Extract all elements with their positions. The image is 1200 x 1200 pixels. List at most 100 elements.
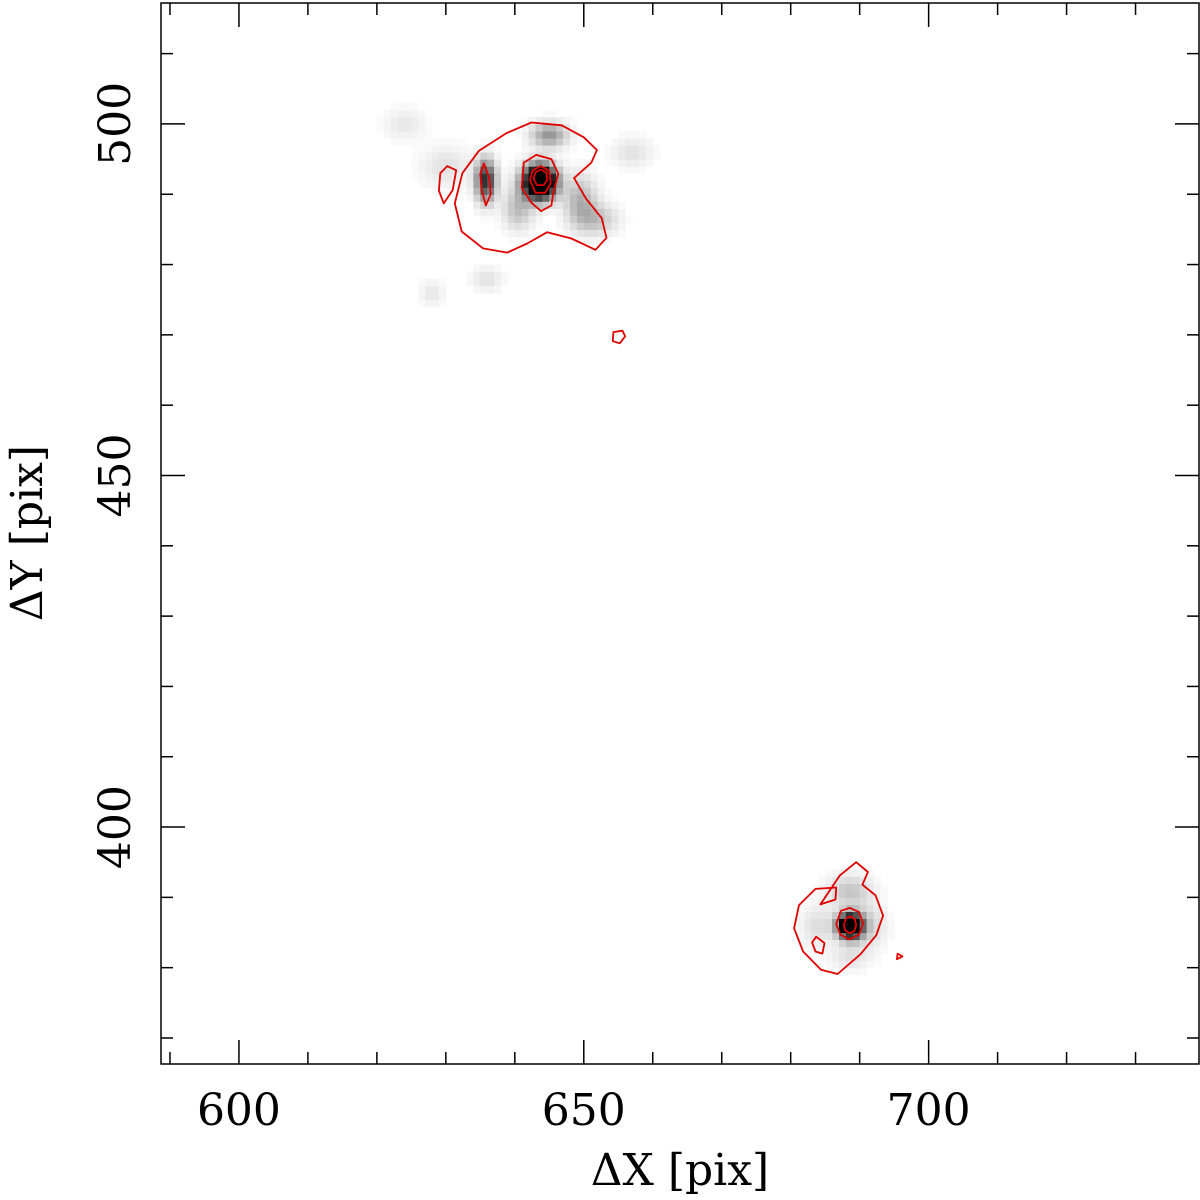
contour-islet [437,165,458,205]
intensity-pixel [507,194,516,202]
intensity-pixel [797,932,806,941]
intensity-pixel [452,159,461,167]
intensity-pixel [535,138,543,146]
intensity-pixel [873,883,881,891]
intensity-pixel [839,890,847,898]
intensity-pixel [873,953,881,962]
y-tick-label: 450 [90,434,141,518]
intensity-pixel [418,159,426,167]
intensity-pixel [845,911,854,919]
intensity-pixel [521,173,530,181]
intensity-pixel [507,159,516,167]
intensity-pixel [556,215,564,223]
intensity-pixel [507,229,516,237]
intensity-pixel [514,159,523,167]
intensity-pixel [825,890,833,898]
intensity-pixel [611,222,619,230]
intensity-pixel [542,194,550,202]
intensity-pixel [818,918,826,927]
intensity-pixel [466,145,474,153]
intensity-pixel [563,145,571,153]
intensity-pixel [632,131,640,139]
intensity-pixel [845,918,854,927]
intensity-pixel [625,215,633,223]
intensity-pixel [845,946,854,955]
intensity-pixel [845,883,854,891]
intensity-pixel [880,897,888,905]
intensity-pixel [597,201,606,209]
intensity-pixel [480,285,488,294]
intensity-pixel [618,215,626,223]
intensity-pixel [507,187,516,195]
intensity-pixel [459,180,468,188]
intensity-pixel [487,145,495,153]
intensity-pixel [507,180,516,188]
intensity-pixel [852,869,861,877]
intensity-pixel [611,145,619,153]
intensity-pixel [432,145,440,153]
intensity-pixel [645,152,654,160]
intensity-pixel [549,166,557,174]
intensity-pixel [576,159,585,167]
intensity-pixel [466,187,474,195]
intensity-pixel [859,925,868,934]
intensity-pixel [625,145,633,153]
intensity-pixel [445,180,454,188]
intensity-pixel [873,904,881,912]
intensity-pixel [404,131,412,139]
intensity-pixel [597,208,606,216]
intensity-pixel [501,229,509,237]
intensity-pixel [494,264,502,273]
intensity-pixel [611,138,619,146]
intensity-pixel [480,173,488,181]
intensity-pixel [535,131,543,139]
intensity-pixel [590,194,599,202]
intensity-pixel [397,109,406,118]
intensity-pixel [825,911,833,919]
intensity-pixel [556,159,564,167]
intensity-pixel [542,145,550,153]
intensity-pixel [604,222,612,230]
intensity-pixel [866,946,875,955]
intensity-pixel [811,918,819,927]
intensity-pixel [542,152,550,160]
intensity-pixel [583,222,592,230]
intensity-pixel [590,201,599,209]
intensity-pixel [452,187,461,195]
intensity-pixel [866,953,875,962]
intensity-pixel [404,123,412,132]
intensity-pixel [604,194,612,202]
intensity-pixel [852,876,861,884]
intensity-pixel [459,159,468,167]
intensity-pixel [521,222,530,230]
intensity-pixel [570,123,578,132]
intensity-pixel [880,918,888,927]
intensity-pixel [411,159,419,167]
intensity-pixel [563,173,571,181]
intensity-pixel [611,229,619,237]
intensity-pixel [494,271,502,280]
intensity-pixel [632,138,640,146]
contour-low [453,121,608,254]
intensity-pixel [611,215,619,223]
intensity-pixel [832,960,840,969]
intensity-pixel [790,932,799,941]
intensity-pixel [832,897,840,905]
intensity-pixel [549,138,557,146]
intensity-pixel [556,166,564,174]
intensity-pixel [487,285,495,294]
intensity-pixel [438,145,447,153]
intensity-pixel [418,152,426,160]
intensity-pixel [859,897,868,905]
intensity-pixel [418,173,426,181]
intensity-pixel [542,138,550,146]
intensity-pixel [390,109,399,118]
intensity-pixel [652,152,661,160]
intensity-pixel [480,201,488,209]
intensity-pixel [411,166,419,174]
intensity-pixel [639,131,647,139]
intensity-pixel [542,131,550,139]
intensity-pixel [597,236,606,244]
intensity-pixel [473,271,481,280]
intensity-pixel [645,138,654,146]
